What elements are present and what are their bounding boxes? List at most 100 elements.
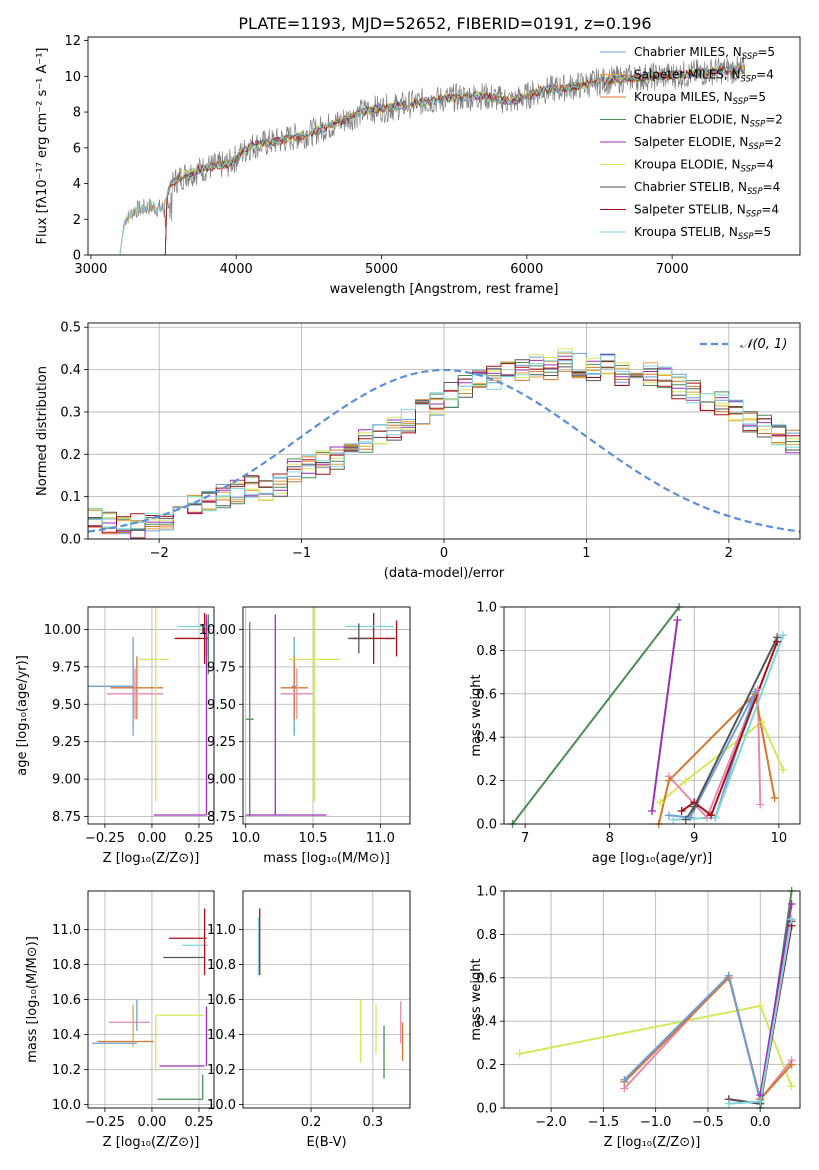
mass-weight-line	[651, 619, 679, 812]
model-spectrum-line	[120, 64, 745, 255]
mass-weight-marker	[677, 806, 686, 815]
y-tick-label: 0.0	[476, 1102, 497, 1117]
plot-area	[511, 607, 785, 824]
x-axis-label: wavelength [Angstrom, rest frame]	[330, 282, 559, 297]
y-tick-label: 11.0	[52, 923, 81, 938]
mass-weight-line	[668, 689, 762, 820]
mass-weight-marker	[779, 765, 788, 774]
y-tick-label: 12	[64, 34, 81, 49]
panel-5: −0.25 0.00 0.25 10.0 10.2 10.4 10.6 10.8 11.0 Z […	[25, 890, 215, 1150]
legend-label: Chabrier STELIB, NSSP=4	[634, 180, 780, 197]
x-tick-label: 4000	[220, 262, 253, 277]
panel-3: 10.0 10.5 11.0 8.75 9.00 9.25 9.50 9.75 10.00 mas…	[199, 606, 411, 866]
plot-area	[88, 607, 213, 816]
mass-weight-marker	[648, 806, 656, 815]
plot-area	[88, 348, 800, 539]
y-tick-label: 10.2	[52, 1063, 81, 1078]
x-tick-label: −2.0	[535, 1115, 567, 1130]
axes-frame	[242, 606, 411, 825]
mass-weight-marker	[787, 1082, 796, 1091]
y-tick-label: 10.6	[207, 993, 236, 1008]
y-tick-label: 0.2	[476, 774, 497, 789]
mass-weight-marker	[702, 813, 711, 822]
panel-2: −0.25 0.00 0.25 8.75 9.00 9.25 9.50 9.75 10.00 Z …	[15, 606, 215, 866]
x-axis-label: age [log₁₀(age/yr)]	[592, 851, 713, 866]
observed-spectrum	[119, 55, 746, 254]
y-tick-label: 0.2	[60, 448, 81, 463]
mass-weight-marker	[773, 633, 782, 642]
mass-weight-marker	[724, 971, 733, 980]
mass-weight-marker	[681, 815, 690, 824]
mass-weight-marker	[656, 798, 665, 807]
y-axis-label: mass [log₁₀(M/M⊙)]	[25, 936, 40, 1063]
mass-weight-marker	[756, 1097, 765, 1106]
y-tick-label: 0.6	[476, 971, 497, 986]
mass-weight-marker	[686, 813, 695, 822]
y-axis-label: mass weight	[469, 958, 484, 1040]
y-tick-label: 0.5	[60, 321, 81, 336]
y-tick-label: 0.3	[60, 405, 81, 420]
x-tick-label: 10.5	[299, 831, 328, 846]
mass-weight-marker	[724, 1099, 733, 1108]
x-tick-label: 2	[725, 546, 733, 561]
y-tick-label: 0.0	[60, 533, 81, 548]
y-axis-label: mass weight	[469, 674, 484, 756]
x-tick-label: 5000	[365, 262, 398, 277]
y-tick-label: 0.4	[60, 363, 81, 378]
x-axis-label: Z [log₁₀(Z/Z⊙)]	[604, 1135, 701, 1150]
mass-weight-marker	[681, 776, 690, 785]
residual-histogram-step	[88, 352, 800, 538]
x-tick-label: 0.00	[137, 831, 166, 846]
plot-area	[91, 908, 209, 1100]
x-tick-label: −0.25	[85, 831, 125, 846]
axes-frame	[242, 890, 411, 1109]
y-tick-label: 0.4	[476, 731, 497, 746]
mass-weight-marker	[751, 687, 760, 696]
axes-frame	[87, 36, 801, 256]
mass-weight-marker	[690, 802, 699, 811]
y-axis-label: Flux [fλ10⁻¹⁷ erg cm⁻² s⁻¹ A⁻¹]	[35, 48, 50, 245]
x-axis-label: (data-model)/error	[384, 566, 505, 581]
legend-label: Salpeter ELODIE, NSSP=2	[634, 135, 782, 152]
x-tick-label: 3000	[74, 262, 107, 277]
x-tick-label: 11.0	[366, 831, 395, 846]
mass-weight-marker	[757, 718, 766, 727]
axes-frame	[503, 890, 801, 1109]
x-tick-label: −2	[150, 546, 169, 561]
residual-histogram-step	[88, 360, 800, 531]
x-tick-label: 10	[771, 831, 788, 846]
axes-frame	[87, 890, 215, 1109]
x-tick-label: 0.00	[137, 1115, 166, 1130]
mass-weight-marker	[711, 813, 720, 822]
x-tick-label: 7	[521, 831, 529, 846]
mass-weight-marker	[770, 793, 779, 802]
mass-weight-marker	[664, 776, 673, 785]
residual-histogram-step	[88, 348, 800, 523]
x-tick-label: 1	[582, 546, 590, 561]
y-tick-label: 11.0	[207, 923, 236, 938]
panel-6: 0.2 0.3 10.0 10.2 10.4 10.6 10.8 11.0 E(B-V)	[207, 890, 411, 1150]
legend-label: Salpeter STELIB, NSSP=4	[634, 203, 779, 220]
y-axis-label: age [log₁₀(age/yr)]	[15, 655, 30, 776]
y-tick-label: 4	[73, 177, 81, 192]
x-tick-label: −1	[292, 546, 311, 561]
y-tick-label: 0.1	[60, 490, 81, 505]
mass-weight-marker	[779, 631, 788, 640]
plot-area	[257, 908, 404, 1079]
legend-label: Kroupa ELODIE, NSSP=4	[634, 158, 774, 175]
mass-weight-line	[673, 634, 785, 821]
x-tick-label: 6000	[510, 262, 543, 277]
legend-label: 𝒩(0, 1)	[740, 337, 787, 352]
y-tick-label: 9.00	[52, 773, 81, 788]
axes-frame	[87, 606, 215, 825]
y-tick-label: 0.4	[476, 1015, 497, 1030]
legend-label: Chabrier MILES, NSSP=5	[634, 45, 775, 62]
y-tick-label: 8.75	[52, 810, 81, 825]
mass-weight-marker	[515, 1049, 524, 1058]
mass-weight-marker	[756, 800, 765, 809]
panel-0: 3000 4000 5000 6000 7000 0 2 4 6 8 10 12 wavelength …	[35, 34, 801, 297]
y-tick-label: 0.6	[476, 687, 497, 702]
panel-4: 7 8 9 10 0.0 0.2 0.4 0.6 0.8 1.0 age [log₁₀(age/yr…	[469, 601, 801, 866]
y-tick-label: 9.00	[207, 773, 236, 788]
x-tick-label: 0.2	[301, 1115, 322, 1130]
